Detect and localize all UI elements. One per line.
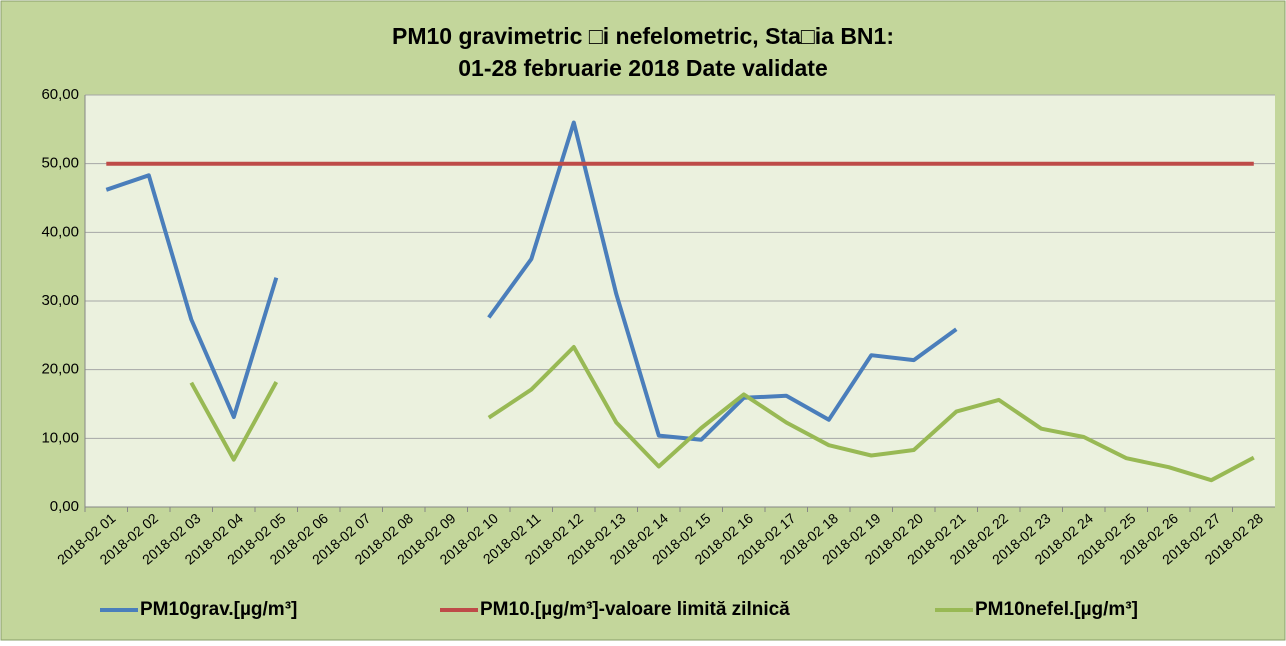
chart-title: 01-28 februarie 2018 Date validate <box>458 55 827 81</box>
y-tick-label: 30,00 <box>41 292 79 309</box>
series-line <box>105 120 958 442</box>
y-tick-label: 60,00 <box>41 86 79 103</box>
y-tick-label: 20,00 <box>41 361 79 378</box>
legend-label: PM10grav.[µg/m³] <box>140 599 297 620</box>
legend-label: PM10nefel.[µg/m³] <box>975 599 1138 620</box>
chart-title: PM10 gravimetric □i nefelometric, Sta□ia… <box>392 23 894 49</box>
y-tick-label: 10,00 <box>41 429 79 446</box>
y-tick-label: 40,00 <box>41 223 79 240</box>
y-tick-label: 0,00 <box>50 498 79 515</box>
series-line <box>189 345 1255 483</box>
y-tick-label: 50,00 <box>41 155 79 172</box>
legend-label: PM10.[µg/m³]-valoare limită zilnică <box>480 599 790 620</box>
